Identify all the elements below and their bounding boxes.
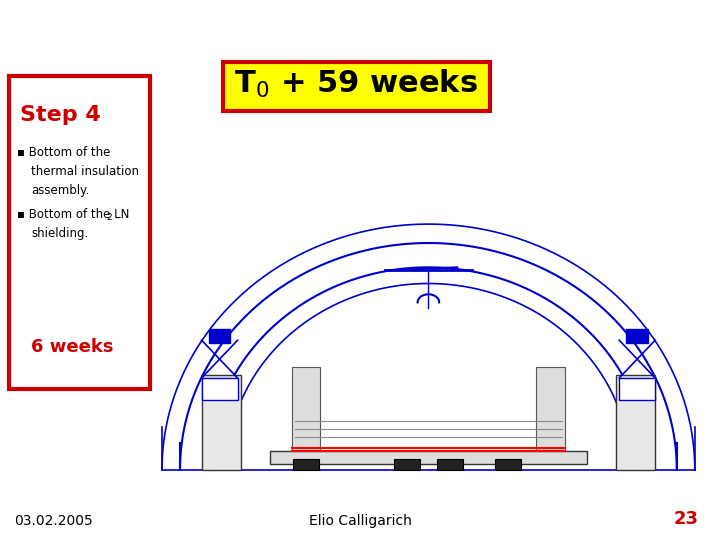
Text: 03.02.2005: 03.02.2005 [14,514,93,528]
Text: 23: 23 [673,510,698,528]
Text: thermal insulation: thermal insulation [31,165,139,178]
Bar [394,459,420,470]
Text: Step 4: Step 4 [20,105,101,125]
Text: ▪ Bottom of the: ▪ Bottom of the [17,146,110,159]
Text: ▪ Bottom of the LN: ▪ Bottom of the LN [17,208,129,221]
Bar [202,378,238,400]
Bar [293,459,319,470]
Bar [626,329,648,343]
Text: 2: 2 [107,213,112,222]
Bar [292,367,320,451]
FancyBboxPatch shape [9,76,150,389]
Bar [536,367,565,451]
Bar [495,459,521,470]
Bar [209,329,230,343]
Text: T$_0$ + 59 weeks: T$_0$ + 59 weeks [235,68,478,100]
Bar [270,451,587,464]
Text: shielding.: shielding. [31,227,89,240]
Bar [202,375,241,470]
Text: assembly.: assembly. [31,184,89,197]
FancyBboxPatch shape [223,62,490,111]
Text: Elio Calligarich: Elio Calligarich [309,514,411,528]
Bar [616,375,655,470]
Text: 6 weeks: 6 weeks [31,339,114,356]
Bar [619,378,655,400]
Bar [437,459,463,470]
